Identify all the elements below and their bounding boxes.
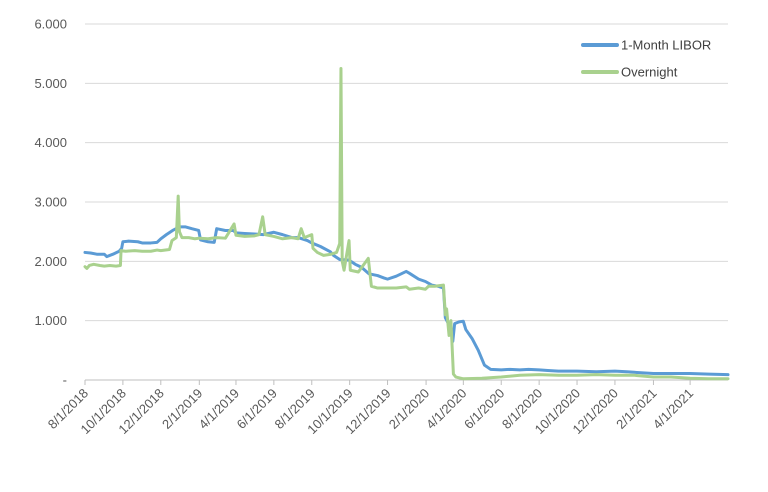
series-line-overnight [83,67,730,381]
x-tick-label: 6/1/2019 [234,386,280,432]
legend-label: Overnight [621,65,678,80]
y-axis-ticks: - 1.000 2.000 3.000 4.000 5.000 6.000 [34,17,67,388]
legend: 1-Month LIBOR Overnight [581,38,711,80]
y-tick-label: 1.000 [34,313,67,328]
legend-label: 1-Month LIBOR [621,38,711,53]
x-axis-ticks: 8/1/201810/1/201812/1/20182/1/20194/1/20… [45,380,696,437]
y-tick-label: - [63,373,67,388]
gridlines [85,23,728,322]
x-tick-label: 4/1/2019 [196,386,242,432]
y-tick-label: 2.000 [34,254,67,269]
y-tick-label: 5.000 [34,76,67,91]
y-tick-label: 3.000 [34,195,67,210]
y-tick-label: 4.000 [34,135,67,150]
x-tick-label: 4/1/2020 [423,386,469,432]
y-tick-label: 6.000 [34,17,67,32]
series-line-1-month-libor [83,225,730,377]
x-tick-label: 2/1/2020 [386,386,432,432]
x-tick-label: 4/1/2021 [650,386,696,432]
series-lines [83,67,730,381]
x-tick-label: 6/1/2020 [461,386,507,432]
